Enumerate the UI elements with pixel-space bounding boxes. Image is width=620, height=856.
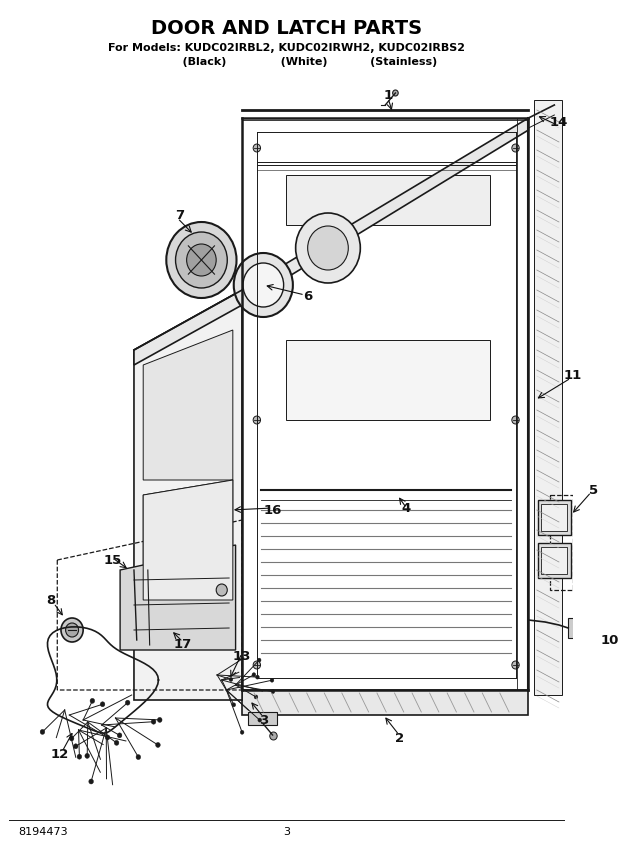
Circle shape [253,661,260,669]
Polygon shape [134,290,242,700]
Circle shape [85,753,89,758]
Circle shape [512,416,519,424]
Circle shape [166,222,236,298]
Circle shape [136,755,141,759]
Circle shape [296,213,360,283]
Polygon shape [568,618,587,638]
Circle shape [258,718,262,722]
Circle shape [252,673,255,677]
Text: 8: 8 [46,593,55,607]
Circle shape [187,244,216,276]
Text: 15: 15 [104,554,122,567]
Circle shape [270,732,277,740]
Circle shape [117,733,122,738]
Circle shape [216,584,228,596]
Text: 3: 3 [259,714,268,727]
Circle shape [100,702,105,707]
Text: DOOR AND LATCH PARTS: DOOR AND LATCH PARTS [151,19,422,38]
Polygon shape [120,545,236,650]
Circle shape [270,678,274,682]
Circle shape [243,263,283,307]
Circle shape [156,742,160,747]
Circle shape [157,717,162,722]
Circle shape [229,677,232,681]
Circle shape [241,730,244,734]
Circle shape [253,416,260,424]
Circle shape [257,658,261,663]
Polygon shape [242,690,528,715]
Text: 4: 4 [402,502,411,514]
Polygon shape [143,330,233,480]
Text: 14: 14 [550,116,568,128]
Circle shape [125,700,130,705]
Text: 16: 16 [264,503,281,516]
Text: 13: 13 [233,650,251,663]
Circle shape [61,618,83,642]
Circle shape [255,675,259,679]
Circle shape [308,226,348,270]
Circle shape [254,695,258,699]
Text: 17: 17 [174,639,192,651]
Circle shape [69,736,74,741]
Text: 8194473: 8194473 [19,827,68,837]
Polygon shape [286,340,490,420]
Circle shape [175,232,228,288]
Circle shape [151,719,156,724]
Circle shape [271,690,275,693]
Circle shape [66,623,79,637]
Polygon shape [534,100,562,695]
Polygon shape [541,547,567,574]
Polygon shape [247,712,277,725]
Text: 7: 7 [175,209,185,222]
Text: 6: 6 [303,290,312,304]
Circle shape [73,744,78,749]
Text: 2: 2 [394,732,404,745]
Polygon shape [541,504,567,531]
Text: 9: 9 [619,506,620,519]
Polygon shape [286,175,490,225]
Circle shape [90,698,95,704]
Text: 10: 10 [601,633,619,646]
Text: 11: 11 [564,368,582,382]
Circle shape [253,144,260,152]
Circle shape [512,661,519,669]
Polygon shape [538,500,571,535]
Polygon shape [538,543,571,578]
Circle shape [77,754,82,759]
Circle shape [105,735,110,740]
Text: 5: 5 [590,484,599,496]
Polygon shape [143,480,233,600]
Circle shape [392,90,398,96]
Circle shape [232,703,236,707]
Polygon shape [588,620,603,636]
Text: 1: 1 [384,88,392,102]
Circle shape [40,729,45,734]
Text: 12: 12 [51,748,69,762]
Text: For Models: KUDC02IRBL2, KUDC02IRWH2, KUDC02IRBS2: For Models: KUDC02IRBL2, KUDC02IRWH2, KU… [108,43,465,53]
Circle shape [512,144,519,152]
Circle shape [89,779,94,784]
Circle shape [234,253,293,317]
Text: (Black)              (White)           (Stainless): (Black) (White) (Stainless) [136,57,437,67]
Polygon shape [143,480,233,600]
Text: 3: 3 [283,827,290,837]
Circle shape [114,740,119,746]
Polygon shape [134,118,528,365]
